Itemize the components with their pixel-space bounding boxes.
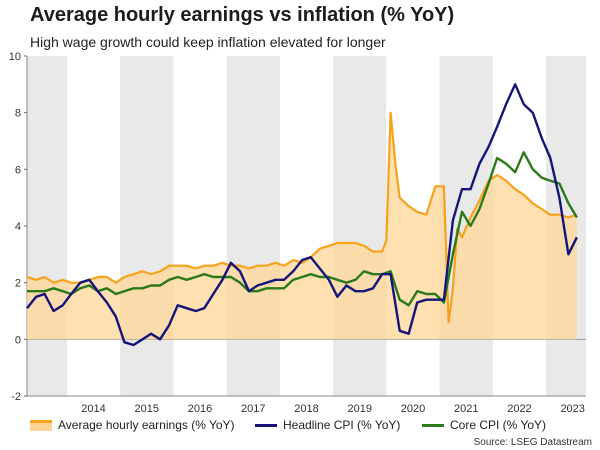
legend-swatch-headline xyxy=(255,423,277,427)
y-tick-label: 6 xyxy=(15,164,21,176)
y-tick-label: 4 xyxy=(15,221,21,233)
source-note: Source: LSEG Datastream xyxy=(473,437,592,448)
x-tick-label-2021: 2021 xyxy=(454,403,478,415)
y-tick-label: 0 xyxy=(15,334,21,346)
legend-label-core: Core CPI (% YoY) xyxy=(450,418,547,432)
core-cpi-line xyxy=(27,151,578,307)
x-tick-label-2017: 2017 xyxy=(241,403,265,415)
x-tick-label-2019: 2019 xyxy=(347,403,371,415)
legend-label-earnings: Average hourly earnings (% YoY) xyxy=(58,418,235,432)
chart-title: Average hourly earnings vs inflation (% … xyxy=(30,4,455,26)
chart-subtitle: High wage growth could keep inflation el… xyxy=(30,34,386,50)
headline-cpi-line xyxy=(26,83,578,347)
x-tick-label-2014: 2014 xyxy=(81,403,105,415)
earnings-line xyxy=(26,111,578,324)
plot-area xyxy=(26,83,578,347)
y-tick-label: 10 xyxy=(9,51,21,63)
y-tick-label: 2 xyxy=(15,278,21,290)
x-tick-label-2023: 2023 xyxy=(560,403,584,415)
legend-label-headline: Headline CPI (% YoY) xyxy=(283,418,401,432)
legend-swatch-core xyxy=(422,423,444,427)
x-tick-label-2015: 2015 xyxy=(135,403,159,415)
y-tick-label: 8 xyxy=(15,108,21,120)
x-tick-label-2022: 2022 xyxy=(507,403,531,415)
year-band-2017 xyxy=(226,56,280,396)
legend-item-headline: Headline CPI (% YoY) xyxy=(255,418,400,432)
x-tick-label-2018: 2018 xyxy=(294,403,318,415)
legend-item-core: Core CPI (% YoY) xyxy=(422,418,546,432)
x-tick-label-2020: 2020 xyxy=(401,403,425,415)
x-tick-label-2016: 2016 xyxy=(188,403,212,415)
legend-swatch-earnings xyxy=(30,419,52,431)
legend: Average hourly earnings (% YoY) Headline… xyxy=(30,418,595,436)
x-axis: 2014 2015 2016 2017 2018 2019 2020 2021 2022 2023 xyxy=(27,395,586,415)
year-band-2013 xyxy=(27,56,67,396)
year-band-2015 xyxy=(120,56,174,396)
year-band-2019 xyxy=(333,56,387,396)
y-tick-label: -2 xyxy=(11,391,21,403)
legend-item-earnings: Average hourly earnings (% YoY) xyxy=(30,418,235,432)
